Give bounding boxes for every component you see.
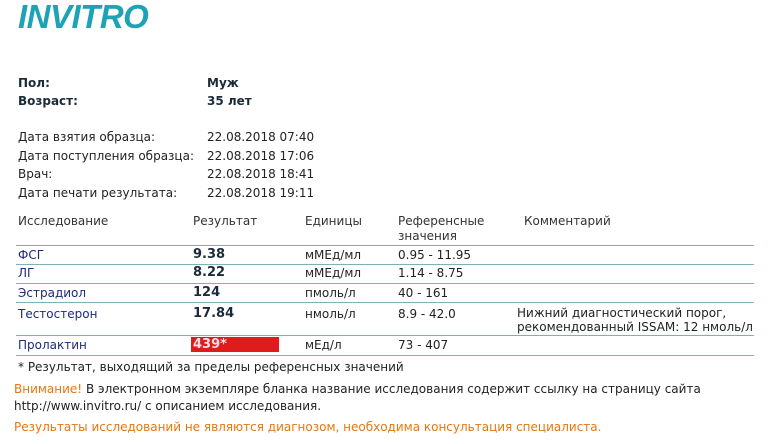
invitro-logo: INVITRO	[18, 0, 149, 35]
date-value: 22.08.2018 17:06	[207, 149, 315, 163]
out-of-range-value: 439*	[191, 337, 279, 352]
test-units: нмоль/л	[305, 307, 356, 321]
date-value: 22.08.2018 19:11	[207, 186, 315, 200]
test-result: 9.38	[193, 247, 226, 262]
test-ref: 40 - 161	[398, 286, 449, 300]
test-name[interactable]: ФСГ	[18, 248, 45, 262]
divider	[16, 245, 754, 246]
test-result-flagged: 439*	[191, 337, 279, 352]
divider	[16, 302, 754, 303]
test-comment-2: рекомендованный ISSAM: 12 нмоль/л	[517, 320, 753, 334]
sex-label: Пол:	[18, 76, 50, 90]
test-name[interactable]: Тестостерон	[18, 307, 98, 321]
test-name[interactable]: Пролактин	[18, 338, 87, 352]
age-label: Возраст:	[18, 94, 78, 108]
test-ref: 0.95 - 11.95	[398, 248, 472, 262]
sex-value: Муж	[207, 76, 239, 90]
date-label: Дата поступления образца:	[18, 149, 194, 163]
test-name[interactable]: ЛГ	[18, 266, 35, 280]
test-units: мМЕд/мл	[305, 266, 362, 280]
date-label: Дата взятия образца:	[18, 130, 156, 144]
test-name[interactable]: Эстрадиол	[18, 286, 87, 300]
divider	[16, 283, 754, 284]
test-ref: 73 - 407	[398, 338, 449, 352]
date-label: Дата печати результата:	[18, 186, 178, 200]
notice-link-line[interactable]: http://www.invitro.ru/ с описанием иссле…	[14, 399, 322, 413]
notice-text: В электронном экземпляре бланка название…	[82, 382, 701, 396]
test-result: 17.84	[193, 306, 235, 321]
date-label: Врач:	[18, 167, 53, 181]
date-value: 22.08.2018 07:40	[207, 130, 315, 144]
test-comment: Нижний диагностический порог,	[517, 306, 727, 320]
test-units: пмоль/л	[305, 286, 356, 300]
test-units: мМЕд/мл	[305, 248, 362, 262]
test-ref: 8.9 - 42.0	[398, 307, 456, 321]
divider	[16, 335, 754, 336]
test-result: 124	[193, 285, 221, 300]
divider	[16, 264, 754, 265]
date-value: 22.08.2018 18:41	[207, 167, 315, 181]
header-ref: Референсные	[398, 214, 485, 228]
divider	[16, 355, 754, 356]
header-test: Исследование	[18, 214, 109, 228]
notice: Внимание! В электронном экземпляре бланк…	[14, 382, 701, 396]
test-units: мЕд/л	[305, 338, 342, 352]
age-value: 35 лет	[207, 94, 252, 108]
header-ref-2: значения	[398, 229, 457, 243]
test-ref: 1.14 - 8.75	[398, 266, 464, 280]
footnote: * Результат, выходящий за пределы рефере…	[18, 360, 404, 374]
header-result: Результат	[193, 214, 258, 228]
header-units: Единицы	[305, 214, 362, 228]
disclaimer: Результаты исследований не являются диаг…	[14, 420, 602, 434]
notice-warning: Внимание!	[14, 382, 83, 396]
header-comment: Комментарий	[524, 214, 611, 228]
test-result: 8.22	[193, 265, 226, 280]
